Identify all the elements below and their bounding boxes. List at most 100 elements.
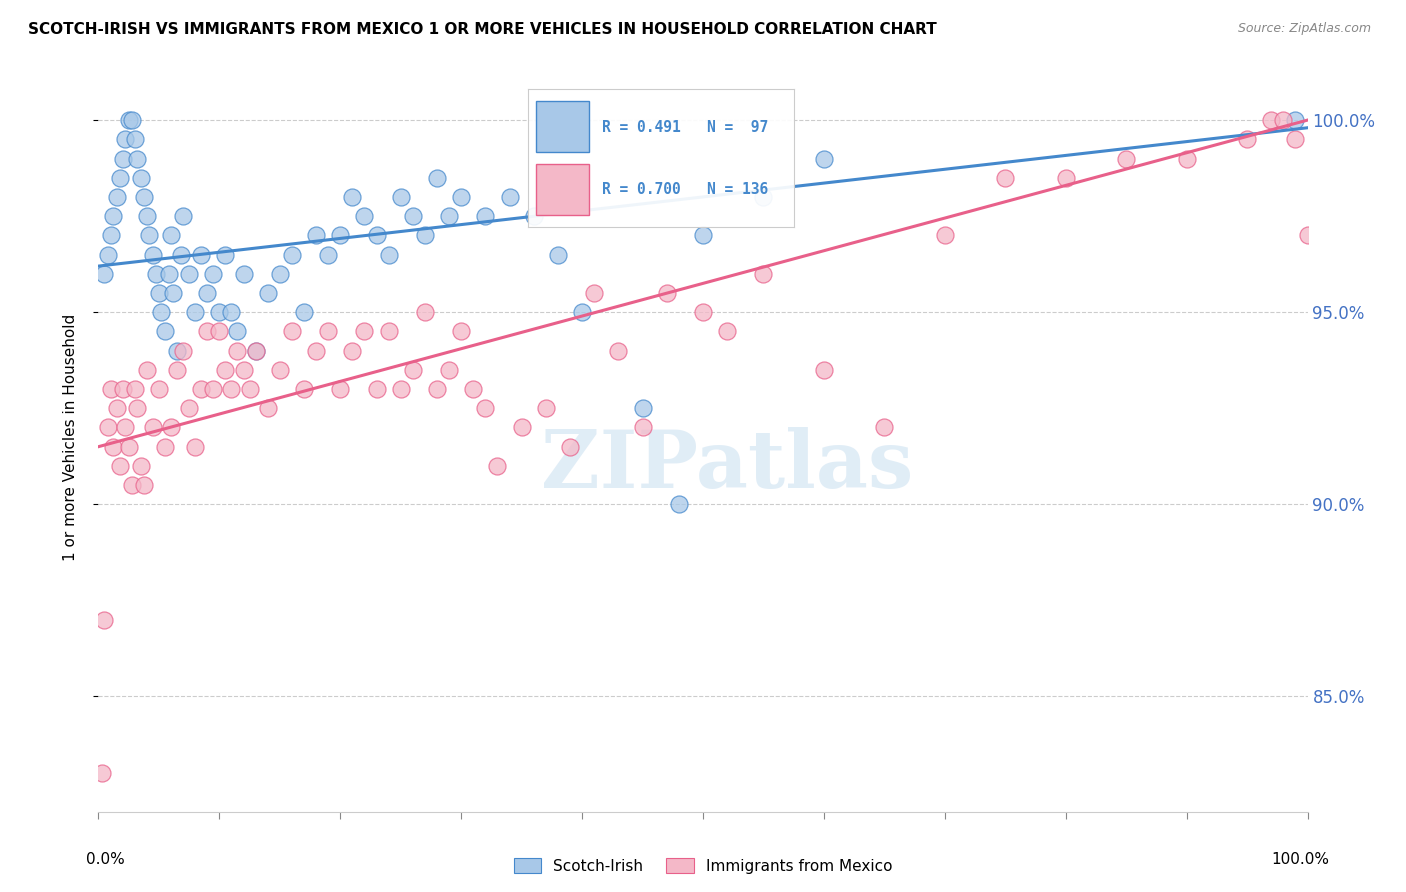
Point [934, 228, 956, 243]
Point [366, 228, 388, 243]
Point [202, 382, 225, 396]
Point [100, 382, 122, 396]
Point [162, 285, 184, 300]
Point [145, 267, 167, 281]
Point [239, 382, 262, 396]
Point [523, 209, 546, 223]
Point [148, 382, 170, 396]
Point [127, 401, 149, 416]
Point [93, 613, 115, 627]
Point [1175, 152, 1198, 166]
Point [1236, 132, 1258, 146]
Point [450, 190, 472, 204]
Point [498, 190, 520, 204]
Point [305, 343, 328, 358]
Point [179, 401, 201, 416]
Point [101, 440, 124, 454]
Point [111, 382, 134, 396]
Point [226, 343, 249, 358]
Point [558, 440, 581, 454]
Point [179, 267, 201, 281]
Point [166, 343, 188, 358]
Point [160, 228, 183, 243]
Point [377, 247, 399, 261]
Point [221, 305, 243, 319]
Point [305, 228, 328, 243]
Point [148, 285, 170, 300]
Point [127, 152, 149, 166]
Point [292, 305, 315, 319]
Point [342, 190, 364, 204]
Point [1284, 132, 1306, 146]
Point [114, 132, 136, 146]
Text: ZIPatlas: ZIPatlas [541, 427, 914, 505]
Point [607, 343, 630, 358]
Text: 100.0%: 100.0% [1271, 852, 1330, 867]
Point [134, 190, 156, 204]
Point [692, 228, 714, 243]
Point [121, 113, 143, 128]
Point [169, 247, 191, 261]
Point [190, 247, 212, 261]
Point [994, 170, 1017, 185]
Point [118, 440, 141, 454]
Point [256, 401, 278, 416]
Point [150, 305, 173, 319]
Point [100, 228, 122, 243]
Point [1260, 113, 1282, 128]
Point [353, 209, 375, 223]
Point [486, 458, 509, 473]
Point [135, 209, 157, 223]
Point [692, 305, 714, 319]
Point [202, 267, 225, 281]
Point [105, 190, 128, 204]
Point [221, 382, 243, 396]
Point [142, 420, 165, 434]
Point [534, 401, 557, 416]
Point [1115, 152, 1137, 166]
Point [413, 228, 436, 243]
Point [269, 267, 291, 281]
Point [232, 267, 254, 281]
Point [668, 497, 690, 511]
Point [474, 401, 496, 416]
Point [389, 190, 412, 204]
Point [232, 363, 254, 377]
Point [256, 285, 278, 300]
Point [93, 267, 115, 281]
Point [97, 420, 120, 434]
Point [214, 247, 236, 261]
Point [631, 420, 654, 434]
Point [105, 401, 128, 416]
Point [1054, 170, 1077, 185]
Point [208, 325, 231, 339]
Point [547, 247, 569, 261]
Point [129, 458, 152, 473]
Point [124, 382, 146, 396]
Point [1296, 228, 1319, 243]
Y-axis label: 1 or more Vehicles in Household: 1 or more Vehicles in Household [63, 313, 77, 561]
Point [129, 170, 152, 185]
Point [118, 113, 141, 128]
Point [1272, 113, 1295, 128]
Point [463, 382, 485, 396]
Point [631, 401, 654, 416]
Point [377, 325, 399, 339]
Point [214, 363, 236, 377]
Point [101, 209, 124, 223]
Point [184, 305, 207, 319]
Point [316, 325, 339, 339]
Point [571, 305, 593, 319]
Point [121, 478, 143, 492]
Point [195, 325, 218, 339]
Point [342, 343, 364, 358]
Point [138, 228, 160, 243]
Point [135, 363, 157, 377]
Point [292, 382, 315, 396]
Text: 0.0%: 0.0% [86, 852, 125, 867]
Legend: Scotch-Irish, Immigrants from Mexico: Scotch-Irish, Immigrants from Mexico [508, 852, 898, 880]
Point [172, 209, 194, 223]
Point [226, 325, 249, 339]
Point [752, 267, 775, 281]
Point [245, 343, 267, 358]
